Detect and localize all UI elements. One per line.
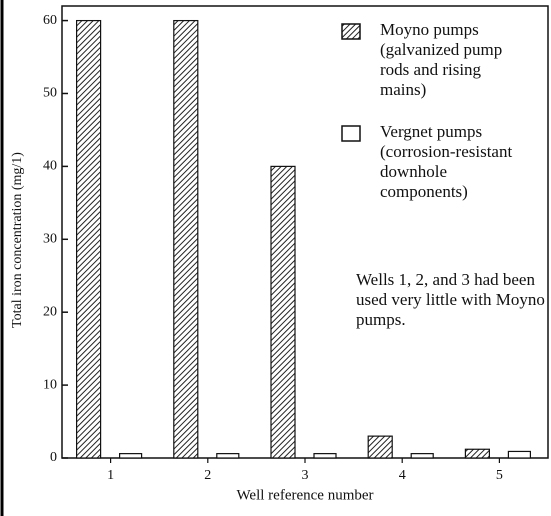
x-tick-label: 3 xyxy=(302,468,309,483)
y-tick-label: 30 xyxy=(43,232,57,247)
bar xyxy=(216,453,240,459)
bar xyxy=(118,453,143,459)
y-tick-label: 0 xyxy=(50,450,57,465)
x-axis-label: Well reference number xyxy=(236,487,373,503)
y-tick-label: 10 xyxy=(43,377,57,392)
y-tick-label: 60 xyxy=(43,13,57,28)
legend-swatch xyxy=(341,23,361,40)
legend-label-box: Moyno pumps (galvanized pump rods and ri… xyxy=(380,20,503,99)
bar xyxy=(410,453,434,459)
x-tick-label: 5 xyxy=(496,468,503,483)
bar xyxy=(75,19,102,459)
x-tick-label: 4 xyxy=(399,468,406,483)
bar xyxy=(367,435,393,459)
annotation-box: Wells 1, 2, and 3 had been used very lit… xyxy=(356,270,545,329)
bar xyxy=(313,453,337,459)
y-axis-label: Total iron concentration (mg/1) xyxy=(10,152,25,328)
bar xyxy=(173,19,199,459)
legend-swatch xyxy=(341,125,361,142)
y-tick-label: 50 xyxy=(43,86,57,101)
bar xyxy=(270,165,296,459)
annotation: Wells 1, 2, and 3 had been used very lit… xyxy=(356,270,545,329)
y-tick-label: 20 xyxy=(43,304,57,319)
bar xyxy=(507,450,531,459)
legend-label: Vergnet pumps (corrosion-resistant downh… xyxy=(380,122,513,201)
legend-label: Moyno pumps (galvanized pump rods and ri… xyxy=(380,20,503,99)
x-tick-label: 2 xyxy=(204,468,211,483)
bar xyxy=(464,448,490,459)
y-tick-label: 40 xyxy=(43,159,57,174)
legend-label-box: Vergnet pumps (corrosion-resistant downh… xyxy=(380,122,513,201)
x-tick-label: 1 xyxy=(107,468,114,483)
